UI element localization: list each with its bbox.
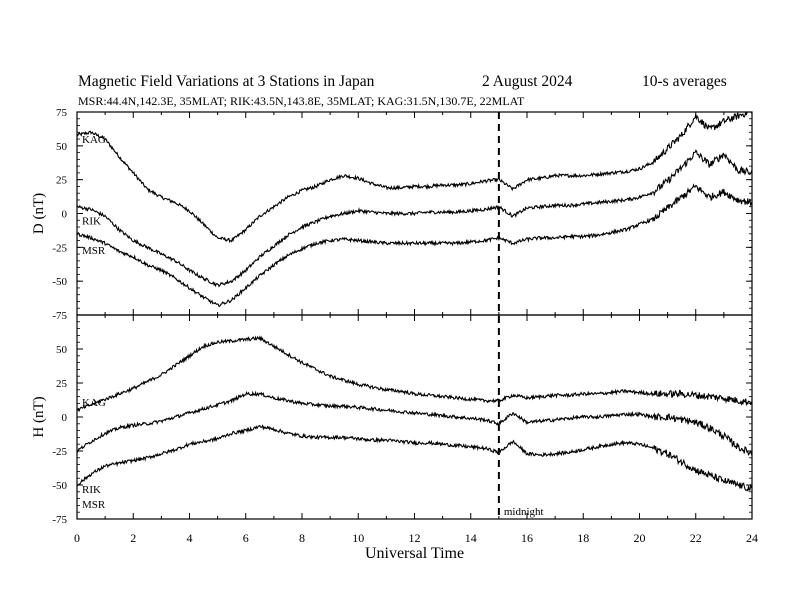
chart-subtitle: MSR:44.4N,142.3E, 35MLAT; RIK:43.5N,143.… bbox=[78, 94, 525, 108]
series-label-msr: MSR bbox=[82, 245, 106, 257]
series-line-kag bbox=[76, 111, 753, 244]
y-tick-label: 75 bbox=[56, 107, 68, 119]
x-tick-label: 12 bbox=[409, 531, 421, 545]
y-tick-label: -25 bbox=[52, 242, 67, 254]
x-tick-label: 6 bbox=[243, 531, 249, 545]
y-tick-label: -75 bbox=[52, 514, 67, 526]
x-tick-label: 10 bbox=[352, 531, 364, 545]
series-label-msr: MSR bbox=[82, 499, 106, 511]
series-line-kag bbox=[76, 335, 753, 413]
y-tick-label: 0 bbox=[62, 209, 68, 221]
series-label-kag: KAG bbox=[82, 134, 106, 146]
y-tick-label: 25 bbox=[56, 175, 68, 187]
midnight-marker-label: midnight bbox=[504, 506, 544, 518]
y-tick-label: 50 bbox=[56, 141, 68, 153]
chart-title-left: Magnetic Field Variations at 3 Stations … bbox=[78, 73, 375, 90]
y-tick-label: -75 bbox=[52, 310, 67, 322]
chart-title-right: 10-s averages bbox=[642, 73, 727, 90]
y-axis-label: D (nT) bbox=[31, 193, 47, 234]
y-tick-label: 25 bbox=[56, 378, 68, 390]
x-tick-label: 8 bbox=[299, 531, 305, 545]
series-line-msr bbox=[76, 424, 753, 493]
x-tick-label: 20 bbox=[634, 531, 646, 545]
series-line-msr bbox=[76, 183, 753, 308]
y-tick-label: -50 bbox=[52, 276, 67, 288]
y-axis-label: H (nT) bbox=[31, 396, 47, 437]
series-line-rik bbox=[77, 149, 753, 288]
x-tick-label: 2 bbox=[130, 531, 136, 545]
x-tick-label: 18 bbox=[577, 531, 589, 545]
x-tick-label: 24 bbox=[746, 531, 758, 545]
y-tick-label: -50 bbox=[52, 480, 67, 492]
x-tick-label: 16 bbox=[521, 531, 533, 545]
x-tick-label: 4 bbox=[187, 531, 193, 545]
y-tick-label: -25 bbox=[52, 446, 67, 458]
x-axis-label: Universal Time bbox=[365, 545, 464, 562]
chart-title-date: 2 August 2024 bbox=[482, 73, 573, 90]
y-tick-label: 50 bbox=[56, 344, 68, 356]
series-label-kag: KAG bbox=[82, 397, 106, 409]
series-label-rik: RIK bbox=[82, 216, 101, 228]
y-tick-label: 0 bbox=[62, 412, 68, 424]
series-label-rik: RIK bbox=[82, 484, 101, 496]
x-tick-label: 22 bbox=[690, 531, 702, 545]
series-line-rik bbox=[76, 390, 753, 457]
x-tick-label: 0 bbox=[74, 531, 80, 545]
x-tick-label: 14 bbox=[465, 531, 477, 545]
